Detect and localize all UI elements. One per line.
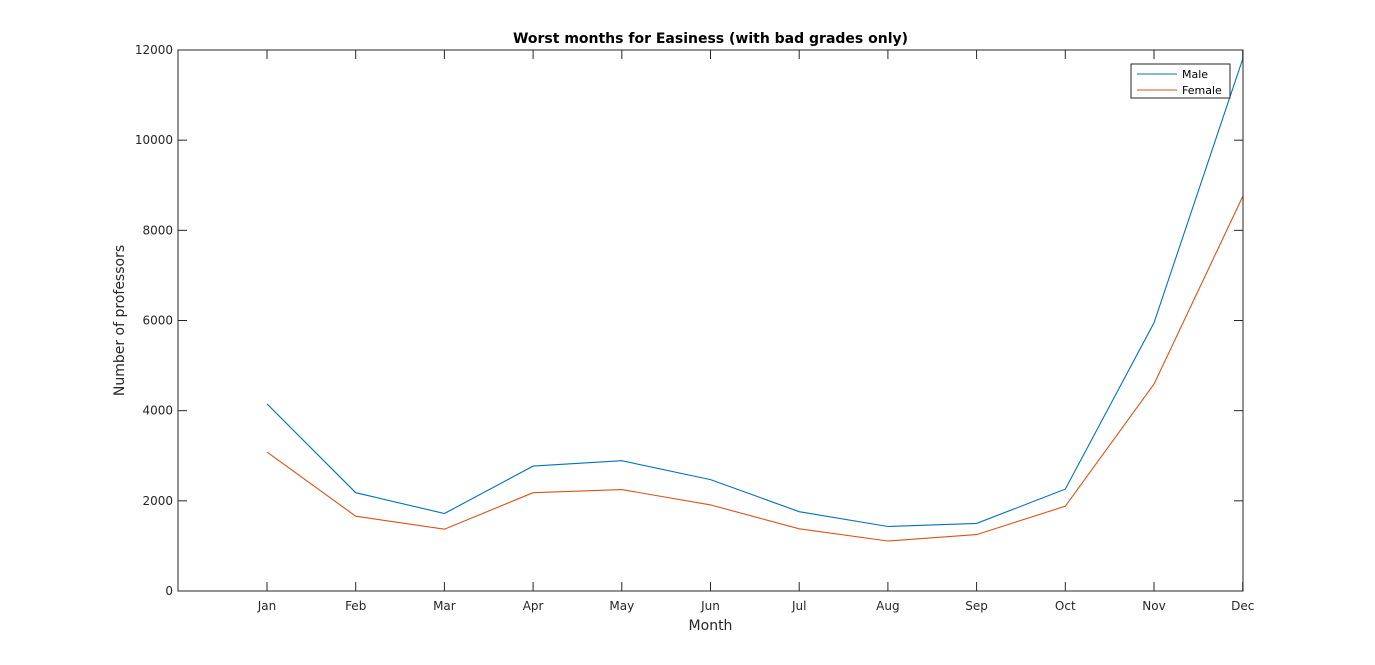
x-tick-label: Sep	[965, 599, 988, 613]
x-tick-label: Oct	[1055, 599, 1076, 613]
y-tick-label: 6000	[142, 314, 173, 328]
y-axis-label: Number of professors	[112, 245, 128, 396]
x-tick-label: Mar	[433, 599, 456, 613]
legend-label-male: Male	[1182, 68, 1208, 81]
series-layer	[266, 58, 1244, 542]
plot-area	[178, 50, 1243, 591]
legend-box	[1130, 63, 1231, 99]
x-tick-label: Dec	[1231, 599, 1254, 613]
y-tick-label: 8000	[142, 223, 173, 237]
y-axis-ticks: 0 2000 4000 6000 8000 10000 12000	[135, 43, 1243, 598]
x-tick-label: Apr	[523, 599, 544, 613]
series-line-male	[266, 58, 1244, 528]
x-tick-label: Jul	[791, 599, 806, 613]
x-tick-label: Jun	[700, 599, 720, 613]
y-tick-label: 0	[165, 584, 173, 598]
y-tick-label: 2000	[142, 494, 173, 508]
x-tick-label: Nov	[1142, 599, 1165, 613]
y-tick-label: 12000	[135, 43, 173, 57]
chart-title: Worst months for Easiness (with bad grad…	[513, 31, 908, 47]
x-tick-label: Jan	[257, 599, 277, 613]
y-tick-label: 10000	[135, 133, 173, 147]
x-axis-ticks: Jan Feb Mar Apr May Jun Jul Aug Sep Oct Nov Dec	[257, 50, 1254, 613]
series-line-female	[266, 196, 1244, 542]
x-tick-label: May	[609, 599, 634, 613]
x-axis-label: Month	[689, 618, 733, 634]
legend: Male Female	[1130, 63, 1231, 99]
plot-frame	[177, 49, 1244, 592]
legend-label-female: Female	[1182, 84, 1222, 97]
y-tick-label: 4000	[142, 404, 173, 418]
x-tick-label: Feb	[345, 599, 366, 613]
x-tick-label: Aug	[876, 599, 899, 613]
